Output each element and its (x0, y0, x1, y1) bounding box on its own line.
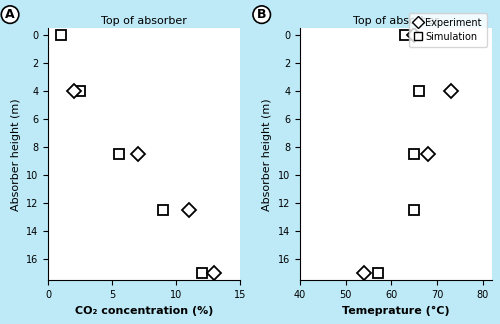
X-axis label: Temeprature (°C): Temeprature (°C) (342, 306, 450, 316)
Text: A: A (5, 8, 15, 21)
X-axis label: CO₂ concentration (%): CO₂ concentration (%) (75, 306, 214, 316)
Legend: Experiment, Simulation: Experiment, Simulation (409, 13, 487, 47)
Y-axis label: Absorber height (m): Absorber height (m) (10, 98, 20, 211)
Title: Top of absorber: Top of absorber (101, 16, 187, 26)
Title: Top of absorber: Top of absorber (353, 16, 439, 26)
Text: B: B (257, 8, 266, 21)
Y-axis label: Absorber height (m): Absorber height (m) (262, 98, 272, 211)
